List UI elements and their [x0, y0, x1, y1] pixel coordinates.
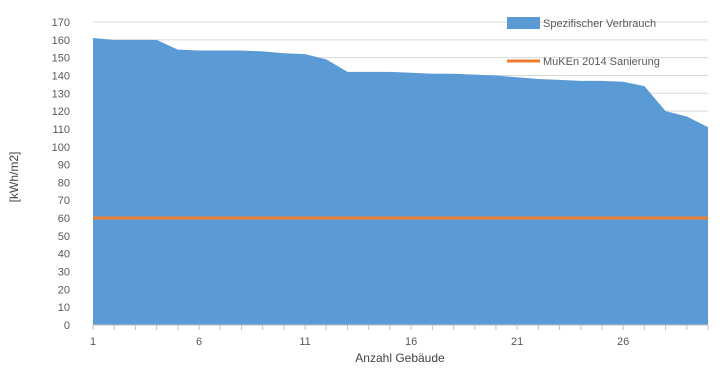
- x-tick-label: 1: [90, 336, 96, 348]
- area-series-spezifischer-verbrauch: [93, 38, 708, 326]
- legend-label-muken-2014-sanierung: MuKEn 2014 Sanierung: [543, 56, 660, 68]
- y-tick-label: 70: [58, 195, 70, 207]
- y-tick-label: 40: [58, 249, 70, 261]
- y-tick-label: 90: [58, 160, 70, 172]
- y-axis-title: [kWh/m2]: [7, 152, 21, 203]
- y-tick-label: 120: [52, 106, 70, 118]
- y-tick-label: 150: [52, 53, 70, 65]
- y-tick-label: 80: [58, 177, 70, 189]
- axes: 0 10 20 30 40 50 60 70 80 90 100 110 120 130 140 150 160…: [52, 17, 709, 348]
- y-tick-label: 50: [58, 231, 70, 243]
- y-tick-label: 140: [52, 70, 70, 82]
- x-tick-label: 11: [299, 336, 310, 348]
- y-tick-label: 160: [52, 35, 70, 47]
- legend: Spezifischer Verbrauch MuKEn 2014 Sanieru…: [507, 17, 660, 68]
- y-tick-label: 170: [52, 17, 70, 29]
- legend-label-spezifischer-verbrauch: Spezifischer Verbrauch: [543, 18, 656, 30]
- x-tick-label: 26: [617, 336, 629, 348]
- series-layer: [93, 38, 708, 326]
- y-tick-label: 0: [64, 320, 70, 332]
- x-tick-label: 21: [511, 336, 523, 348]
- y-tick-label: 100: [52, 142, 70, 154]
- legend-swatch-spezifischer-verbrauch: [507, 17, 540, 29]
- y-tick-label: 110: [52, 124, 70, 136]
- y-tick-label: 30: [58, 267, 70, 279]
- y-tick-label: 130: [52, 88, 70, 100]
- y-tick-label: 20: [58, 284, 70, 296]
- x-tick-label: 16: [405, 336, 417, 348]
- y-tick-label: 60: [58, 213, 70, 225]
- y-tick-label: 10: [58, 302, 70, 314]
- x-tick-label: 6: [196, 336, 202, 348]
- x-axis-title: Anzahl Gebäude: [355, 351, 445, 365]
